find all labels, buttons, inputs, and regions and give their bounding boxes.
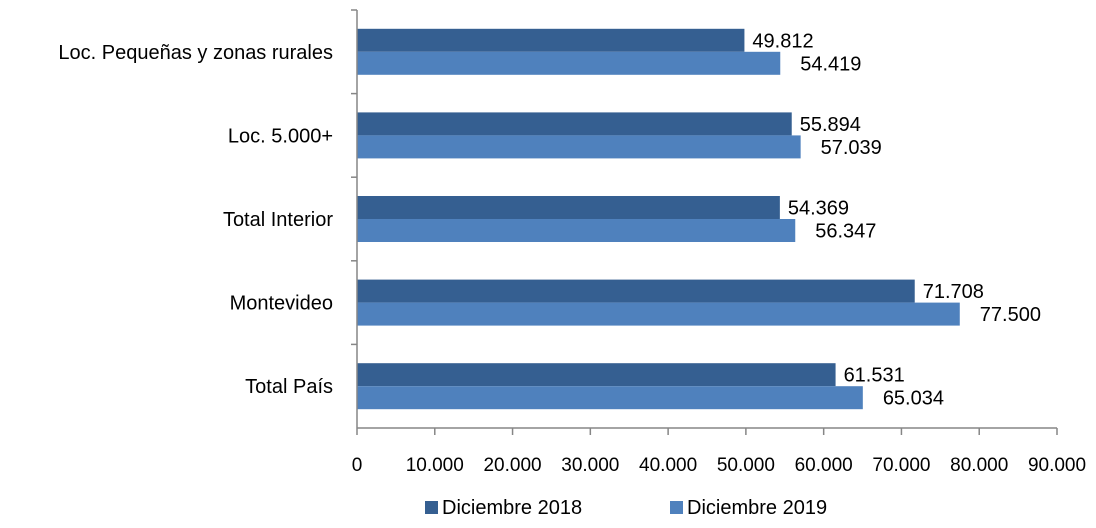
x-tick-label: 70.000 — [872, 455, 930, 476]
category-label: Loc. Pequeñas y zonas rurales — [58, 42, 333, 64]
axis-layer: Total País Montevideo Total Interior Loc. 5… — [58, 9, 1086, 476]
bar-2018 — [357, 279, 915, 303]
x-tick-label: 80.000 — [950, 455, 1008, 476]
bar-2018 — [357, 28, 745, 52]
data-label: 57.039 — [821, 137, 882, 159]
legend-swatch-2019 — [670, 501, 683, 514]
x-tick-label: 0 — [352, 455, 363, 476]
category-label: Total Interior — [223, 209, 333, 231]
bar-2018 — [357, 112, 792, 136]
legend-label: Diciembre 2019 — [687, 497, 827, 519]
data-label: 65.034 — [883, 388, 944, 410]
x-tick-label: 40.000 — [639, 455, 697, 476]
bar-2019 — [357, 386, 863, 410]
data-label: 77.500 — [980, 304, 1041, 326]
x-tick-label: 20.000 — [483, 455, 541, 476]
bar-2018 — [357, 363, 836, 387]
bar-2019 — [357, 51, 781, 75]
data-label: 61.531 — [844, 365, 905, 387]
bars-layer — [357, 28, 960, 410]
bar-2019 — [357, 135, 801, 159]
data-label: 49.812 — [752, 30, 813, 52]
x-tick-label: 30.000 — [561, 455, 619, 476]
x-tick-label: 10.000 — [406, 455, 464, 476]
category-label: Montevideo — [230, 293, 333, 315]
legend-swatch-2018 — [425, 501, 438, 514]
legend-label: Diciembre 2018 — [442, 497, 582, 519]
x-tick-label: 90.000 — [1028, 455, 1086, 476]
data-label: 54.369 — [788, 198, 849, 220]
x-tick-label: 60.000 — [795, 455, 853, 476]
data-label: 55.894 — [800, 114, 861, 136]
x-tick-label: 50.000 — [717, 455, 775, 476]
category-label: Loc. 5.000+ — [228, 125, 333, 147]
bar-2019 — [357, 219, 796, 242]
data-label: 54.419 — [800, 53, 861, 75]
bar-2018 — [357, 196, 780, 219]
data-label: 71.708 — [923, 281, 984, 303]
bar-2019 — [357, 302, 960, 326]
legend: Diciembre 2018 Diciembre 2019 — [425, 497, 827, 519]
category-label: Total País — [245, 376, 333, 398]
data-label: 56.347 — [815, 221, 876, 243]
